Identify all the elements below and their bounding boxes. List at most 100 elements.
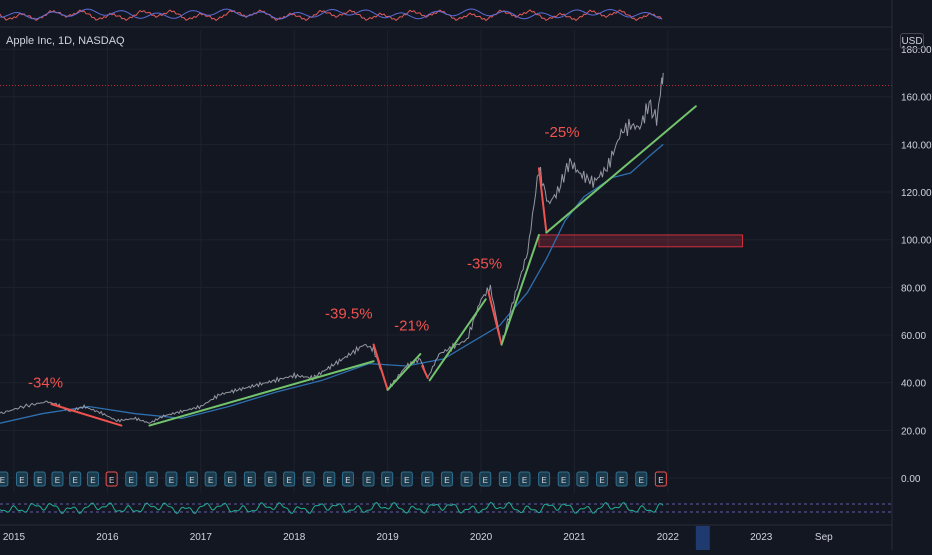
earnings-badge: E xyxy=(518,471,531,487)
earnings-badge: E xyxy=(165,471,178,487)
uptrend-line xyxy=(386,353,422,391)
earnings-badge-shape xyxy=(243,471,256,487)
earnings-badge: E xyxy=(538,471,551,487)
earnings-badge-letter: E xyxy=(247,476,252,485)
earnings-badge: E xyxy=(635,471,648,487)
earnings-badge-shape xyxy=(145,471,158,487)
x-tick-label: 2019 xyxy=(376,532,399,543)
earnings-badge: E xyxy=(576,471,589,487)
earnings-badge-shape xyxy=(283,471,296,487)
earnings-badge-letter: E xyxy=(286,476,291,485)
earnings-badge-shape xyxy=(400,471,413,487)
earnings-badge: E xyxy=(341,471,354,487)
support-zone-rect xyxy=(538,234,743,248)
x-tick-label: 2016 xyxy=(96,532,119,543)
y-tick-label: 80.00 xyxy=(901,283,926,294)
earnings-badge-letter: E xyxy=(169,476,174,485)
earnings-badge: E xyxy=(362,471,375,487)
earnings-badge-shape xyxy=(635,471,648,487)
earnings-badge: E xyxy=(51,471,64,487)
downtrend-line xyxy=(372,343,389,391)
earnings-badge: E xyxy=(498,471,511,487)
earnings-badge-shape xyxy=(362,471,375,487)
earnings-badge-letter: E xyxy=(639,476,644,485)
x-tick-label: 2023 xyxy=(750,532,773,543)
oscillator-line xyxy=(0,501,664,515)
earnings-badge-shape xyxy=(264,471,277,487)
earnings-badge: E xyxy=(283,471,296,487)
earnings-badge: E xyxy=(125,471,138,487)
earnings-badge: E xyxy=(596,471,609,487)
earnings-badge-letter: E xyxy=(385,476,390,485)
x-tick-label: 2021 xyxy=(563,532,586,543)
earnings-badge: E xyxy=(557,471,570,487)
earnings-badge: E xyxy=(421,471,434,487)
earnings-badge: E xyxy=(381,471,394,487)
earnings-badge: E xyxy=(33,471,46,487)
x-tick-label: 2020 xyxy=(470,532,493,543)
earnings-badge-shape xyxy=(440,471,453,487)
earnings-badge-shape xyxy=(86,471,99,487)
x-tick-label: 2015 xyxy=(3,532,26,543)
earnings-badge: E xyxy=(0,471,9,487)
price-path xyxy=(0,72,664,424)
drawdown-label: -25% xyxy=(545,124,580,141)
earnings-badge-letter: E xyxy=(345,476,350,485)
earnings-badge-shape xyxy=(302,471,315,487)
x-axis[interactable]: 2015 2016 2017 2018 2019 2020 2021 2022 2023 Sep xyxy=(0,524,892,550)
y-tick-label: 40.00 xyxy=(901,379,926,390)
earnings-badge-shape xyxy=(381,471,394,487)
downtrend-line xyxy=(50,403,123,427)
earnings-badge-letter: E xyxy=(541,476,546,485)
earnings-badge: E xyxy=(323,471,336,487)
downtrend-line xyxy=(537,167,548,234)
price-series xyxy=(0,72,664,424)
earnings-badge-letter: E xyxy=(208,476,213,485)
earnings-badge-shape xyxy=(596,471,609,487)
currency-button[interactable]: USD xyxy=(900,33,924,49)
earnings-badge-shape xyxy=(460,471,473,487)
earnings-badge-letter: E xyxy=(483,476,488,485)
earnings-badge-shape xyxy=(105,471,118,487)
x-axis-highlight xyxy=(695,526,710,550)
downtrend-line xyxy=(421,365,429,379)
earnings-badge-letter: E xyxy=(109,476,114,485)
earnings-badge: E xyxy=(243,471,256,487)
earnings-badge-letter: E xyxy=(189,476,194,485)
uptrend-line xyxy=(500,233,540,346)
earnings-badge-shape xyxy=(0,471,9,487)
earnings-badge: E xyxy=(145,471,158,487)
y-tick-label: 160.00 xyxy=(901,93,932,104)
x-tick-label: 2022 xyxy=(657,532,680,543)
earnings-badge-letter: E xyxy=(55,476,60,485)
earnings-badge-shape xyxy=(576,471,589,487)
earnings-badge: E xyxy=(185,471,198,487)
y-tick-label: 20.00 xyxy=(901,426,926,437)
earnings-badge-shape xyxy=(51,471,64,487)
earnings-badge-shape xyxy=(224,471,237,487)
earnings-badge-shape xyxy=(165,471,178,487)
earnings-badge-letter: E xyxy=(444,476,449,485)
y-tick-label: 0.00 xyxy=(901,474,921,485)
earnings-badge: E xyxy=(204,471,217,487)
earnings-badge-letter: E xyxy=(366,476,371,485)
grid-lines xyxy=(0,30,892,493)
earnings-badge-shape xyxy=(479,471,492,487)
earnings-badge-letter: E xyxy=(619,476,624,485)
earnings-badge-letter: E xyxy=(327,476,332,485)
earnings-badge-letter: E xyxy=(580,476,585,485)
earnings-badge-shape xyxy=(421,471,434,487)
y-axis[interactable]: 180.00 160.00 140.00 120.00 100.00 80.00 60.00… xyxy=(891,0,932,550)
downtrend-line xyxy=(487,291,503,346)
earnings-badge-shape xyxy=(323,471,336,487)
earnings-badge-shape xyxy=(185,471,198,487)
y-axis-background xyxy=(892,0,932,550)
earnings-badge-shape xyxy=(654,471,667,487)
y-tick-label: 140.00 xyxy=(901,140,932,151)
drawdown-label: -34% xyxy=(28,374,63,391)
y-tick-label: 100.00 xyxy=(901,236,932,247)
drawdown-annotations: -34% -39.5% -21% -35% -25% xyxy=(28,124,580,391)
earnings-badge-shape xyxy=(557,471,570,487)
earnings-badge-shape xyxy=(341,471,354,487)
